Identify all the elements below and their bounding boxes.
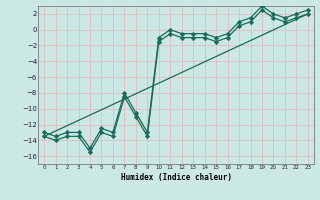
X-axis label: Humidex (Indice chaleur): Humidex (Indice chaleur) [121,173,231,182]
